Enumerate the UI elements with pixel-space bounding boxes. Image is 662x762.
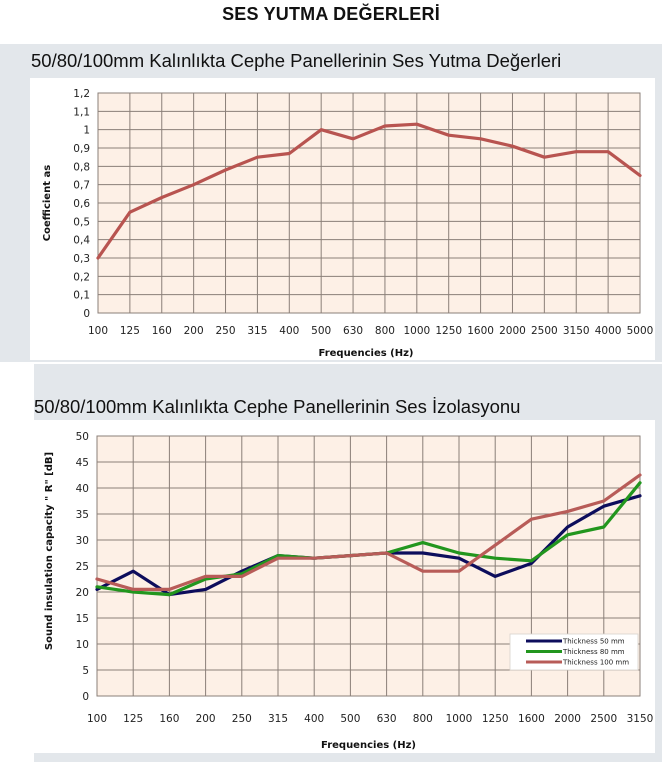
legend-label-2: Thickness 80 mm (562, 648, 625, 656)
x-tick-label: 200 (196, 713, 216, 725)
x-axis-title: Frequencies (Hz) (319, 348, 414, 359)
x-tick-label: 1250 (435, 325, 462, 337)
y-tick-label: 1,2 (73, 88, 90, 100)
x-axis-title: Frequencies (Hz) (321, 740, 416, 751)
y-tick-label: 0,2 (73, 271, 90, 283)
x-tick-label: 160 (159, 713, 179, 725)
y-tick-label: 0,8 (73, 161, 90, 173)
y-tick-label: 0,5 (73, 216, 90, 228)
y-tick-label: 1,1 (73, 106, 90, 118)
x-tick-label: 125 (120, 325, 140, 337)
absorption-chart-title: 50/80/100mm Kalınlıkta Cephe Panellerini… (31, 50, 562, 71)
y-tick-label: 0 (83, 308, 90, 320)
plot-border (96, 435, 641, 697)
x-tick-label: 800 (413, 713, 433, 725)
y-tick-label: 35 (76, 509, 89, 521)
x-tick-label: 315 (247, 325, 267, 337)
x-tick-label: 2000 (554, 713, 581, 725)
legend-label-1: Thickness 50 mm (562, 638, 625, 646)
y-tick-label: 0,4 (73, 235, 90, 247)
x-tick-label: 1250 (482, 713, 509, 725)
y-tick-label: 5 (82, 665, 89, 677)
insulation-panel-header (34, 364, 662, 420)
y-tick-label: 0,9 (73, 143, 90, 155)
x-tick-label: 200 (184, 325, 204, 337)
x-tick-label: 2500 (590, 713, 617, 725)
series-line-1 (96, 122, 642, 260)
x-tick-label: 125 (123, 713, 143, 725)
plot-border (97, 92, 641, 314)
legend-label-3: Thickness 100 mm (562, 659, 629, 667)
y-tick-label: 40 (76, 483, 89, 495)
y-tick-label: 0 (82, 691, 89, 703)
x-tick-label: 500 (340, 713, 360, 725)
x-tick-label: 400 (279, 325, 299, 337)
insulation-chart-title: 50/80/100mm Kalınlıkta Cephe Panellerini… (34, 396, 521, 417)
x-tick-label: 1000 (446, 713, 473, 725)
x-tick-label: 500 (311, 325, 331, 337)
insulation-panel-bottom (34, 753, 662, 762)
series-line-3 (95, 473, 642, 592)
x-tick-label: 800 (375, 325, 395, 337)
y-tick-label: 30 (76, 535, 89, 547)
y-tick-label: 0,3 (73, 253, 90, 265)
y-tick-label: 25 (76, 561, 89, 573)
y-axis-title: Coefficient as (42, 165, 53, 241)
y-tick-label: 20 (76, 587, 89, 599)
x-tick-label: 3150 (627, 713, 654, 725)
x-tick-label: 160 (152, 325, 172, 337)
x-tick-label: 2500 (531, 325, 558, 337)
x-tick-label: 1600 (518, 713, 545, 725)
x-tick-label: 4000 (595, 325, 622, 337)
y-tick-label: 10 (76, 639, 89, 651)
x-tick-label: 2000 (499, 325, 526, 337)
y-tick-label: 0,6 (73, 198, 90, 210)
y-axis-title: Sound insulation capacity " R" [dB] (44, 452, 55, 650)
x-tick-label: 100 (87, 713, 107, 725)
x-tick-label: 630 (377, 713, 397, 725)
x-tick-label: 315 (268, 713, 288, 725)
x-tick-label: 630 (343, 325, 363, 337)
x-tick-label: 100 (88, 325, 108, 337)
y-tick-label: 15 (76, 613, 89, 625)
y-tick-label: 50 (76, 431, 89, 443)
x-tick-label: 5000 (627, 325, 654, 337)
y-tick-label: 0,7 (73, 180, 90, 192)
y-tick-label: 0,1 (73, 290, 90, 302)
x-tick-label: 250 (216, 325, 236, 337)
x-tick-label: 400 (304, 713, 324, 725)
x-tick-label: 3150 (563, 325, 590, 337)
y-tick-label: 1 (83, 125, 90, 137)
y-tick-label: 45 (76, 457, 89, 469)
insulation-panel-side (655, 420, 662, 762)
x-tick-label: 250 (232, 713, 252, 725)
page-title: SES YUTMA DEĞERLERİ (222, 4, 440, 24)
x-tick-label: 1000 (403, 325, 430, 337)
x-tick-label: 1600 (467, 325, 494, 337)
